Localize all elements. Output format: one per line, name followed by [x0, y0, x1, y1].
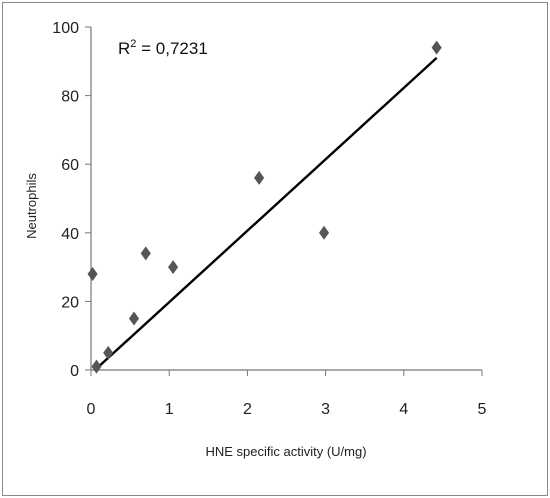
trendline	[94, 56, 438, 371]
data-point	[318, 225, 330, 240]
x-tick-label: 3	[321, 401, 330, 418]
y-tick-label: 100	[52, 20, 79, 37]
data-point	[168, 260, 179, 275]
x-tick-label: 1	[165, 401, 174, 418]
y-tick-label: 40	[61, 226, 79, 243]
tick-labels: 0 20 40 60 80 100 0 1 2 3 4 5	[52, 20, 486, 418]
axes	[85, 26, 483, 376]
data-point	[87, 266, 98, 281]
r-squared-annotation: R2 = 0,7231	[118, 38, 208, 58]
r-squared-prefix: R	[118, 39, 130, 58]
y-axis-title: Neutrophils	[24, 173, 39, 239]
x-tick-label: 0	[87, 401, 96, 418]
data-point	[103, 345, 114, 360]
x-axis-title: HNE specific activity (U/mg)	[205, 444, 366, 459]
y-tick-label: 60	[61, 157, 79, 174]
r-squared-sup: 2	[130, 38, 136, 50]
data-point	[431, 40, 442, 55]
r-squared-value: = 0,7231	[136, 39, 207, 58]
data-point	[254, 170, 265, 185]
x-tick-label: 5	[478, 401, 487, 418]
y-tick-label: 80	[61, 89, 79, 106]
data-point	[91, 359, 102, 374]
x-tick-label: 4	[399, 401, 408, 418]
data-points	[87, 40, 442, 374]
x-tick-label: 2	[243, 401, 252, 418]
data-point	[140, 246, 151, 261]
y-tick-label: 0	[70, 363, 79, 380]
y-tick-label: 20	[61, 294, 79, 311]
data-point	[128, 311, 140, 326]
